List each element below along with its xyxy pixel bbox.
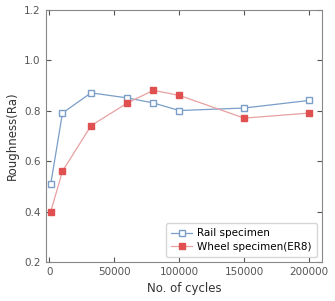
Rail specimen xyxy=(49,182,53,186)
Rail specimen xyxy=(177,109,181,112)
Rail specimen xyxy=(89,91,93,95)
Rail specimen xyxy=(125,96,129,100)
Rail specimen xyxy=(151,101,155,105)
Wheel specimen(ER8) xyxy=(151,88,155,92)
Rail specimen xyxy=(60,111,64,115)
Wheel specimen(ER8) xyxy=(307,111,311,115)
Wheel specimen(ER8) xyxy=(89,124,93,128)
Wheel specimen(ER8) xyxy=(125,101,129,105)
Legend: Rail specimen, Wheel specimen(ER8): Rail specimen, Wheel specimen(ER8) xyxy=(166,223,317,257)
Line: Wheel specimen(ER8): Wheel specimen(ER8) xyxy=(48,87,312,215)
Wheel specimen(ER8) xyxy=(242,116,246,120)
Rail specimen xyxy=(307,99,311,102)
Line: Rail specimen: Rail specimen xyxy=(48,90,312,187)
Wheel specimen(ER8) xyxy=(49,210,53,213)
Wheel specimen(ER8) xyxy=(177,94,181,97)
Y-axis label: Roughness(Ra): Roughness(Ra) xyxy=(6,92,18,180)
Wheel specimen(ER8) xyxy=(60,169,64,173)
Rail specimen xyxy=(242,106,246,110)
X-axis label: No. of cycles: No. of cycles xyxy=(146,282,221,296)
